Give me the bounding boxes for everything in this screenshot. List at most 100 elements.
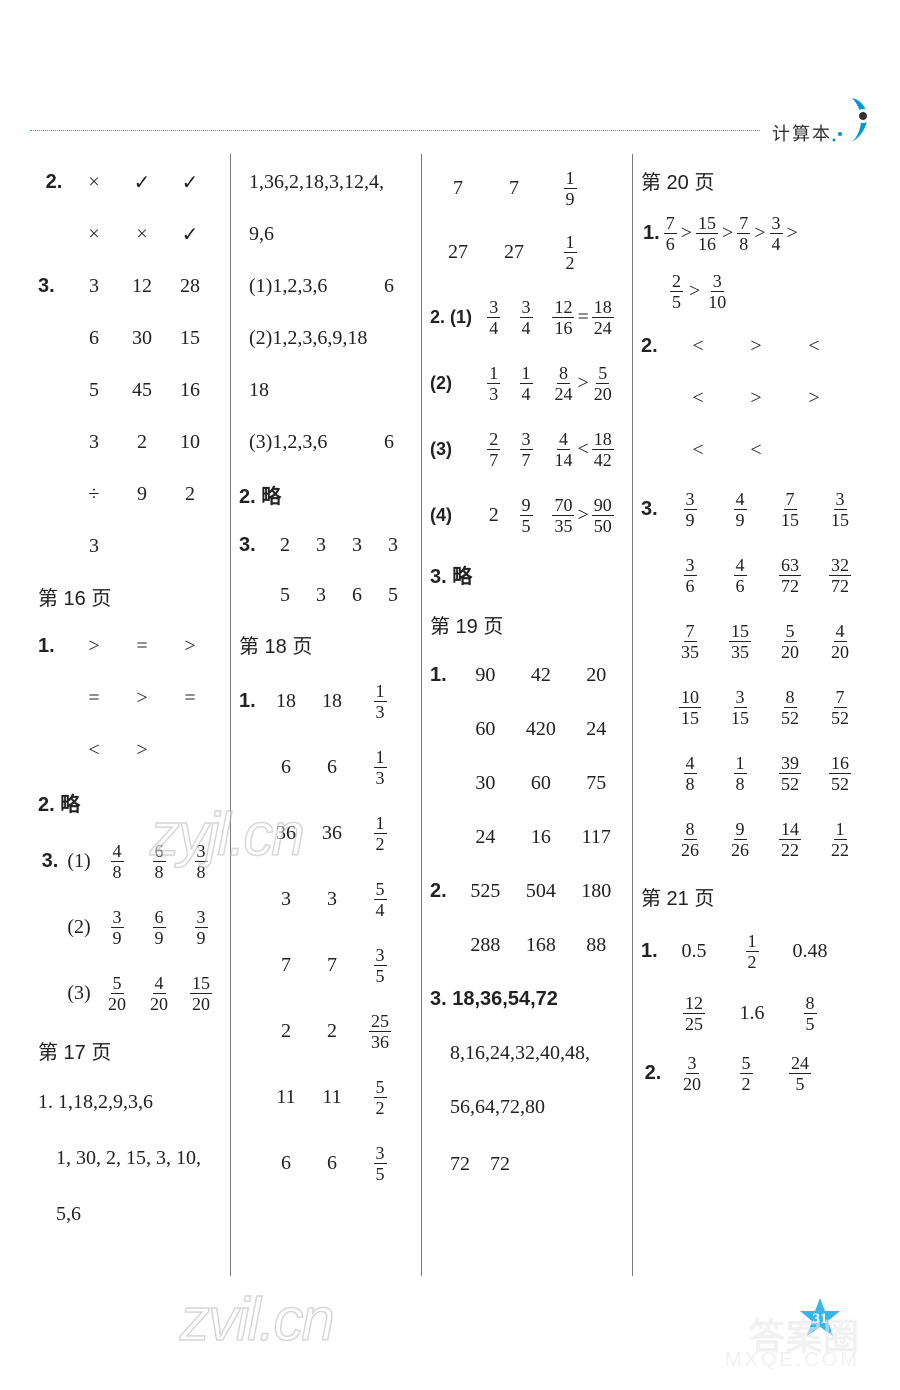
fraction: 9050 xyxy=(592,496,614,535)
row: 3.2333 xyxy=(239,520,413,570)
fraction: 1225 xyxy=(683,994,705,1033)
row: (3)1,2,3,66 xyxy=(239,416,413,468)
column-1: 2. × ✓ ✓ × × ✓ 3.3122863015545163210÷923… xyxy=(30,150,230,1280)
cell: 10 xyxy=(166,431,214,454)
cell: > xyxy=(70,635,118,658)
fraction: 315 xyxy=(729,688,751,727)
row: 1.>=> xyxy=(38,620,222,672)
c2-q3: 3.23335365 xyxy=(239,520,413,620)
row: 72 72 xyxy=(430,1134,624,1188)
row: (2)1314824>520 xyxy=(430,350,624,416)
cell: 24 xyxy=(458,826,513,849)
eq: 824>520 xyxy=(542,364,624,403)
c4-p20-q1-l1: 1.76>1516>78>34> xyxy=(641,204,867,262)
row: 56,64,72,80 xyxy=(430,1080,624,1134)
c3-p19-q1: 1.90422060420243060752416117 xyxy=(430,648,624,864)
fraction: 95 xyxy=(520,496,533,535)
page-20-title: 第 20 页 xyxy=(641,156,867,204)
cell: 30 xyxy=(458,772,513,795)
cell: < xyxy=(70,739,118,762)
row: (4)2957035>9050 xyxy=(430,482,624,548)
row: (3)5204201520 xyxy=(38,960,222,1026)
cell: < xyxy=(669,439,727,462)
cell: (3)1,2,3,6 xyxy=(239,431,369,454)
cell: 7 xyxy=(309,954,355,977)
cell: > xyxy=(689,280,700,303)
watermark-4: MXQE.COM xyxy=(725,1349,860,1372)
cell: 2 xyxy=(118,431,166,454)
fraction: 1842 xyxy=(592,430,614,469)
cell: > xyxy=(754,222,765,245)
cell: > xyxy=(787,222,798,245)
fraction: 1652 xyxy=(829,754,851,793)
fraction: 48 xyxy=(111,842,124,881)
column-3: 7719272712 2. (1)34341216=1824(2)1314824… xyxy=(422,150,632,1280)
c1-q2-r1: 2. × ✓ ✓ xyxy=(38,156,222,208)
fraction: 13 xyxy=(374,682,387,721)
row: (2)1,2,3,6,9,18 xyxy=(239,312,413,364)
label: 2. xyxy=(641,1062,665,1085)
cell: 6 xyxy=(263,1152,309,1175)
label: 3. xyxy=(641,498,665,521)
label: (3) xyxy=(430,439,478,460)
text: 9,6 xyxy=(239,223,274,246)
cell: 2. xyxy=(430,880,458,903)
cell: 11 xyxy=(309,1086,355,1109)
fraction: 1516 xyxy=(696,214,718,253)
cell: (2)1,2,3,6,9,18 xyxy=(239,327,369,350)
label: 2. (1) xyxy=(430,307,478,328)
fraction: 1535 xyxy=(729,622,751,661)
cell: 45 xyxy=(118,379,166,402)
fraction: 25 xyxy=(670,272,683,311)
fraction: 3272 xyxy=(829,556,851,595)
fraction: 34 xyxy=(520,298,533,337)
cell: 60 xyxy=(458,718,513,741)
cell: × xyxy=(118,223,166,246)
fraction: 35 xyxy=(374,1144,387,1183)
fraction: 34 xyxy=(487,298,500,337)
eq: 414<1842 xyxy=(542,430,624,469)
cell: 5 xyxy=(70,379,118,402)
cell: 5 xyxy=(375,584,411,607)
cell: 180 xyxy=(569,880,624,903)
cell: > xyxy=(118,739,166,762)
c3-q2: 2. (1)34341216=1824(2)1314824>520(3)2737… xyxy=(430,284,624,548)
cell: 117 xyxy=(569,826,624,849)
cell: 30 xyxy=(118,327,166,350)
row: 28816888 xyxy=(430,918,624,972)
fraction: 824 xyxy=(552,364,574,403)
cell: 6 xyxy=(309,756,355,779)
row: 1015315852752 xyxy=(641,674,867,740)
fraction: 49 xyxy=(734,490,747,529)
cell: 7 xyxy=(430,177,486,200)
cell: (2) xyxy=(62,916,96,939)
cell: (3) xyxy=(62,982,96,1005)
page-18-title: 第 18 页 xyxy=(239,620,413,668)
fraction: 245 xyxy=(789,1054,811,1093)
cell: (1) xyxy=(62,850,96,873)
page-17-title: 第 17 页 xyxy=(38,1026,222,1074)
row: 6613 xyxy=(239,734,413,800)
label: 3. 略 xyxy=(430,560,472,589)
cell: ✓ xyxy=(166,170,214,195)
cell: 20 xyxy=(569,664,624,687)
c3-p19-q2: 2.52550418028816888 xyxy=(430,864,624,972)
text: 3. 18,36,54,72 xyxy=(430,988,558,1011)
column-4: 第 20 页 1.76>1516>78>34> 25>310 2.<><<>><… xyxy=(633,150,875,1280)
c4-p20-q3: 3.39497153153646637232727351535520420101… xyxy=(641,476,867,872)
watermark-1: zyjl.cn xyxy=(150,800,303,869)
cell: 3 xyxy=(303,584,339,607)
c2-factor: (1)1,2,3,66(2)1,2,3,6,9,1818(3)1,2,3,66 xyxy=(239,260,413,468)
cell: > xyxy=(722,222,733,245)
cell: 75 xyxy=(569,772,624,795)
row: 3.3949715315 xyxy=(641,476,867,542)
cell: 1. xyxy=(643,222,660,245)
cell: 6 xyxy=(309,1152,355,1175)
c3-q3: 3. 略 xyxy=(430,548,624,600)
cell: 60 xyxy=(513,772,568,795)
fraction: 320 xyxy=(681,1054,703,1093)
fraction: 7035 xyxy=(552,496,574,535)
fraction: 37 xyxy=(520,430,533,469)
cell: > xyxy=(727,335,785,358)
row: 5,6 xyxy=(38,1186,222,1242)
